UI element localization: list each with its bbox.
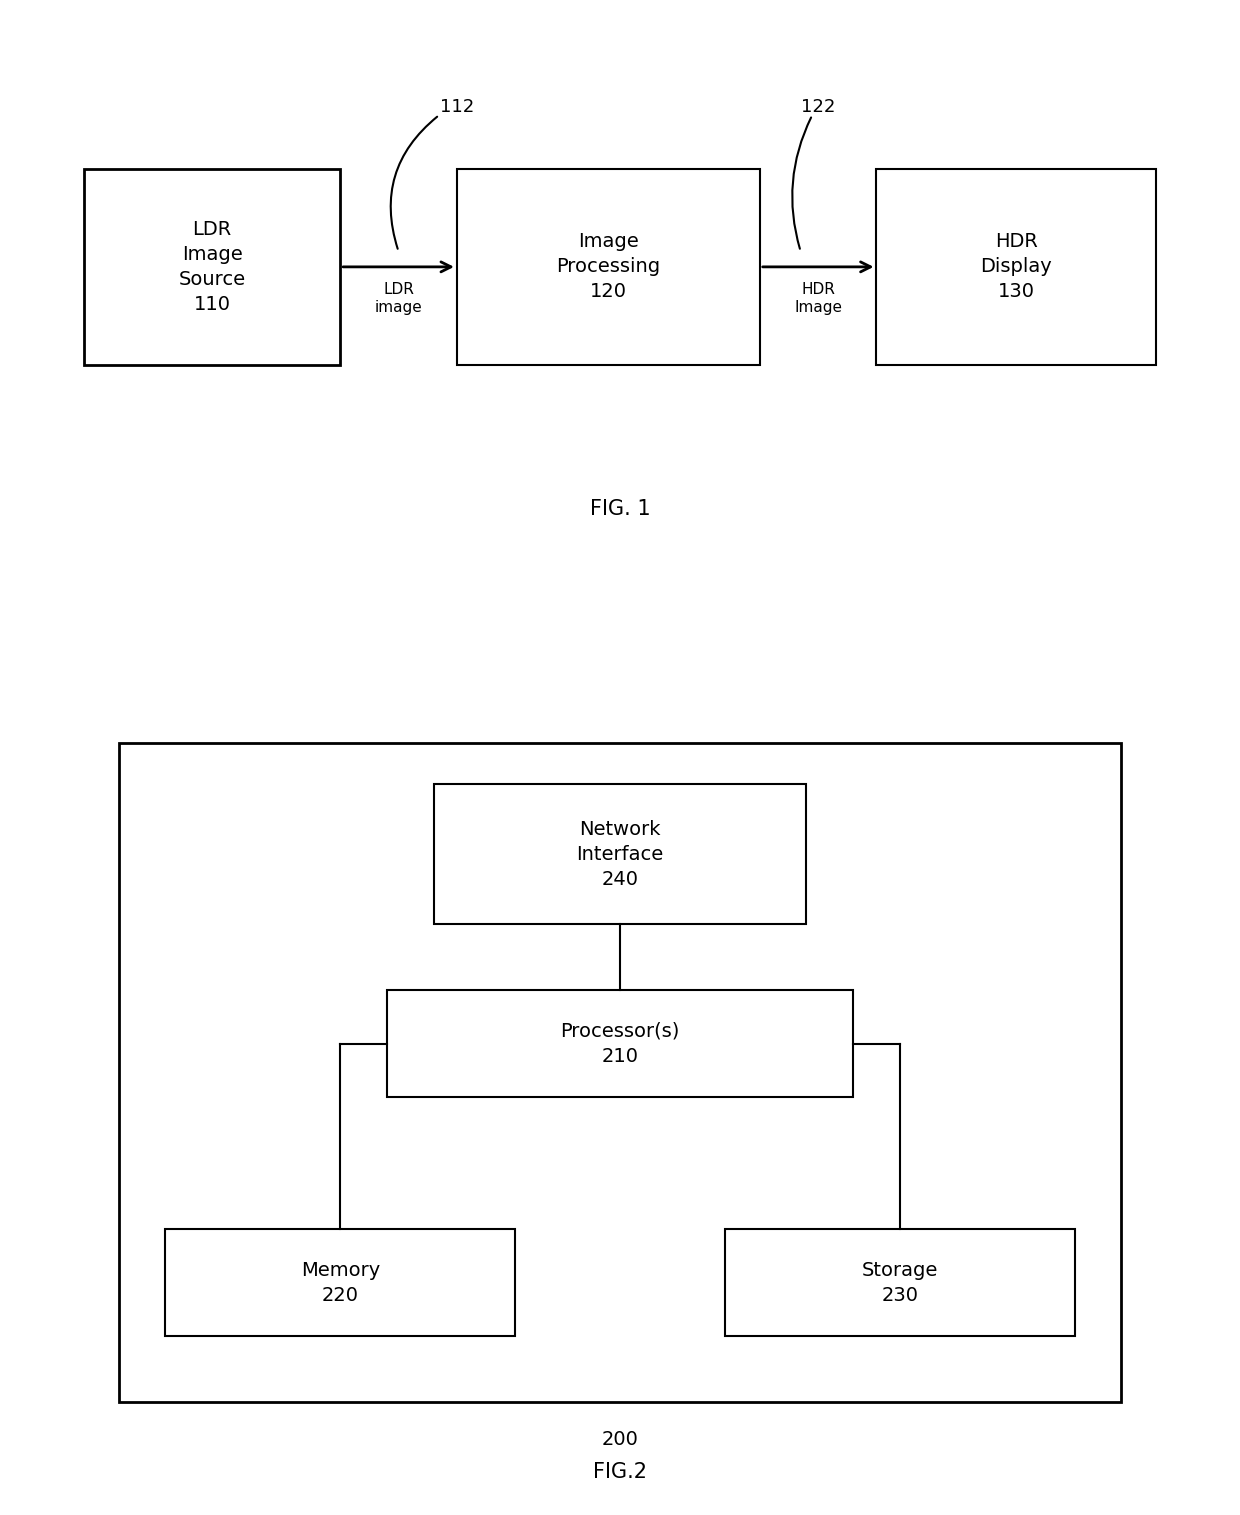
Text: Network
Interface
240: Network Interface 240 <box>577 820 663 889</box>
Text: HDR
Image: HDR Image <box>794 282 842 315</box>
Text: HDR
Display
130: HDR Display 130 <box>981 232 1053 301</box>
Text: 200: 200 <box>601 1430 639 1448</box>
Bar <box>725 1229 1075 1336</box>
Bar <box>387 991 853 1097</box>
Bar <box>877 170 1156 365</box>
Bar <box>456 170 760 365</box>
Text: FIG.2: FIG.2 <box>593 1462 647 1482</box>
Text: Storage
230: Storage 230 <box>862 1260 937 1304</box>
Text: 112: 112 <box>440 98 474 117</box>
Text: FIG. 1: FIG. 1 <box>590 498 650 520</box>
Text: 122: 122 <box>801 98 836 117</box>
Bar <box>84 170 340 365</box>
Bar <box>434 785 806 924</box>
Text: Memory
220: Memory 220 <box>300 1260 379 1304</box>
Bar <box>119 744 1121 1403</box>
Text: Image
Processing
120: Image Processing 120 <box>557 232 661 301</box>
Bar <box>165 1229 515 1336</box>
Text: LDR
image: LDR image <box>374 282 423 315</box>
Text: LDR
Image
Source
110: LDR Image Source 110 <box>179 220 246 314</box>
Text: Processor(s)
210: Processor(s) 210 <box>560 1023 680 1067</box>
